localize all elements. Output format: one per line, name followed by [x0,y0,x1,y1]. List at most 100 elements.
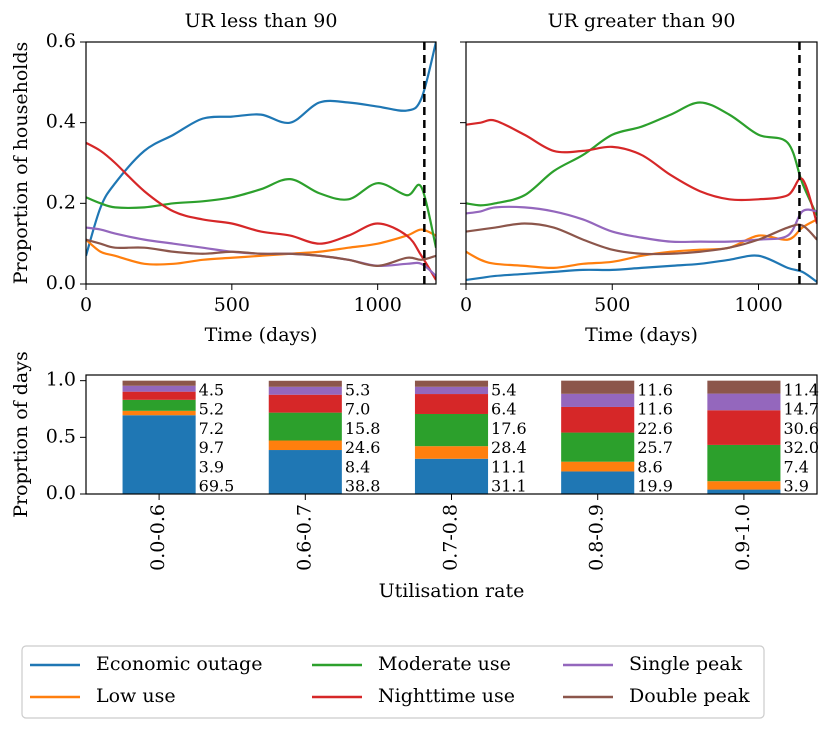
y-tick-label: 0.4 [46,111,76,133]
x-tick-label: 0 [460,294,472,316]
value-label: 30.6 [783,419,819,438]
bar-segment [268,412,342,441]
bar-segment [122,415,196,494]
series-line [86,42,436,257]
y-tick-label: 0.2 [46,191,76,213]
value-label: 14.7 [783,400,819,419]
x-tick-label: 0.7-0.8 [440,504,462,571]
value-label: 31.1 [491,477,527,496]
bar-segment [268,440,342,451]
legend-label: Low use [96,685,176,707]
x-tick-label: 0.9-1.0 [732,504,754,571]
value-label: 38.8 [345,477,381,496]
bar-segment [268,450,342,494]
y-tick-label: 0.0 [46,482,76,504]
value-label: 4.5 [199,381,224,400]
y-tick-label: 0.6 [46,30,76,52]
bar-segment [122,385,196,392]
series-line [466,222,817,256]
value-label: 25.7 [637,438,673,457]
series-line [86,178,436,248]
bar-segment [414,386,489,395]
bar-segment [707,489,781,494]
x-tick-label: 1000 [734,294,782,316]
value-label: 11.6 [637,381,673,400]
bar-segment [122,399,196,411]
x-tick-label: 500 [214,294,250,316]
value-label: 11.4 [783,381,819,400]
value-label: 28.4 [491,438,527,457]
x-tick-label: 0.0-0.6 [147,504,169,571]
series-line [86,238,436,267]
value-label: 69.5 [199,477,235,496]
value-label: 7.2 [199,419,224,438]
value-label: 3.9 [199,457,224,476]
legend-label: Economic outage [96,653,262,675]
series-line [86,228,436,266]
bar-segment [561,471,635,494]
bar-segment [414,458,489,494]
legend-label: Double peak [629,685,750,707]
series-line [86,141,436,281]
bar-segment [414,380,489,387]
bar-segment [268,394,342,413]
subplot-title: UR greater than 90 [548,10,736,32]
x-axis-label: Time (days) [205,324,318,346]
plot-area [86,42,436,281]
plot-area [466,101,817,283]
series-line [466,101,817,216]
value-label: 11.6 [637,400,673,419]
bar-segment [561,380,635,394]
y-tick-label: 0.5 [46,425,76,447]
value-label: 8.6 [637,457,662,476]
series-line [466,254,817,283]
value-label: 19.9 [637,477,673,496]
value-label: 3.9 [783,477,808,496]
bar-segment [122,380,196,386]
value-label: 5.3 [345,381,370,400]
bar-segment [414,413,489,447]
x-axis-label: Utilisation rate [379,580,525,602]
series-line [466,118,817,224]
value-label: 22.6 [637,419,673,438]
bar-segment [707,444,781,482]
axes-frame [85,374,818,495]
x-tick-label: 0.8-0.9 [586,504,608,571]
value-label: 5.2 [199,400,224,419]
value-label: 6.4 [491,400,516,419]
y-axis-label: Proprtion of days [10,351,32,517]
bar-segment [561,461,635,472]
legend-label: Single peak [629,653,743,675]
bar-segment [122,410,196,416]
bar-segment [268,380,342,387]
value-label: 9.7 [199,438,224,457]
value-label: 8.4 [345,457,370,476]
subplot-title: UR less than 90 [185,10,338,32]
y-tick-label: 1.0 [46,369,76,391]
axes-frame [85,41,437,285]
value-label: 17.6 [491,419,527,438]
value-label: 24.6 [345,438,381,457]
bar-segment [707,410,781,445]
axes-frame [465,41,818,285]
value-label: 5.4 [491,381,516,400]
bar-segment [268,386,342,395]
y-axis-label: Proportion of households [10,42,32,285]
bar-segment [707,393,781,411]
bar-segment [561,406,635,433]
value-label: 15.8 [345,419,381,438]
bar-segment [561,432,635,462]
series-line [466,218,817,270]
x-tick-label: 0 [80,294,92,316]
bar-segment [707,380,781,394]
x-tick-label: 0.6-0.7 [293,504,315,571]
value-label: 11.1 [491,457,527,476]
value-label: 7.4 [783,457,808,476]
y-tick-label: 0.0 [46,272,76,294]
bar-segment [707,481,781,490]
x-tick-label: 500 [594,294,630,316]
bar-segment [561,393,635,407]
series-line [466,205,817,244]
bar-segment [414,394,489,414]
